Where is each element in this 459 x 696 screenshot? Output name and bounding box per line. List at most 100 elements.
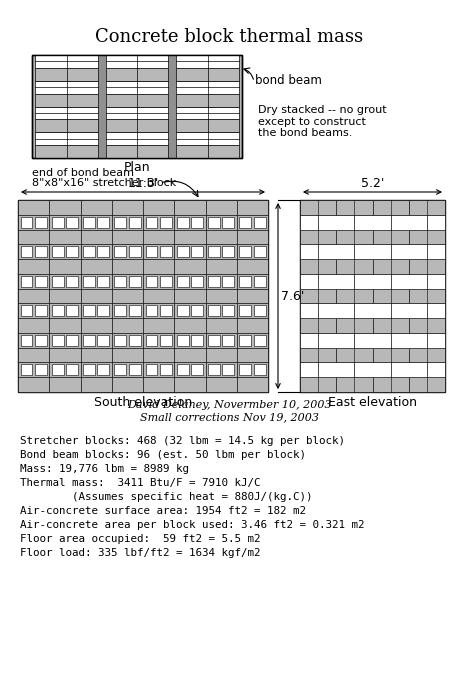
Bar [49, 289, 80, 303]
Bar [106, 55, 168, 68]
Bar [35, 216, 47, 228]
Bar [112, 303, 143, 318]
Bar [177, 335, 189, 346]
Bar [206, 200, 237, 215]
Bar [206, 333, 237, 348]
Bar [80, 377, 112, 392]
Bar [66, 246, 78, 258]
Bar [391, 363, 427, 377]
Bar [427, 303, 445, 318]
Bar [35, 335, 47, 346]
Bar [35, 364, 47, 375]
Bar [191, 305, 203, 317]
Bar [174, 363, 206, 377]
Bar [21, 246, 33, 258]
Bar [146, 335, 157, 346]
Bar [160, 216, 172, 228]
Bar [336, 318, 373, 333]
Bar [409, 230, 445, 244]
Bar [114, 364, 126, 375]
Text: Small corrections Nov 19, 2003: Small corrections Nov 19, 2003 [140, 412, 319, 422]
Bar [114, 305, 126, 317]
Bar [254, 305, 265, 317]
Bar [237, 244, 268, 259]
Bar [208, 364, 220, 375]
Bar [129, 246, 140, 258]
Bar [143, 318, 174, 333]
Bar [49, 303, 80, 318]
Bar [160, 335, 172, 346]
Bar [206, 377, 237, 392]
Bar [300, 318, 336, 333]
Bar [254, 364, 265, 375]
Bar [35, 120, 98, 132]
Bar [18, 377, 49, 392]
Bar [52, 246, 64, 258]
Bar [373, 348, 409, 363]
Bar [18, 200, 268, 392]
Bar [191, 276, 203, 287]
Bar [80, 274, 112, 289]
Bar [18, 230, 49, 244]
Bar [35, 106, 98, 120]
Bar [49, 230, 80, 244]
Text: 11:3': 11:3' [127, 177, 159, 190]
Text: Dry stacked -- no grout
except to construct
the bond beams.: Dry stacked -- no grout except to constr… [258, 105, 386, 139]
Bar [354, 244, 391, 259]
Bar [208, 246, 220, 258]
Bar [83, 335, 95, 346]
Bar [143, 377, 174, 392]
Bar [35, 55, 98, 68]
Text: David Delaney, Novermber 10, 2003: David Delaney, Novermber 10, 2003 [127, 400, 332, 410]
Bar [83, 216, 95, 228]
Bar [206, 318, 237, 333]
Text: Stretcher blocks: 468 (32 lbm = 14.5 kg per block): Stretcher blocks: 468 (32 lbm = 14.5 kg … [20, 436, 345, 446]
Bar [80, 230, 112, 244]
Bar [129, 335, 140, 346]
Bar [129, 364, 140, 375]
Bar [237, 259, 268, 274]
Bar [208, 216, 220, 228]
Bar [106, 106, 168, 120]
Bar [206, 348, 237, 363]
Bar [83, 276, 95, 287]
Bar [112, 348, 143, 363]
Bar [239, 246, 251, 258]
Bar [174, 230, 206, 244]
Bar [97, 364, 109, 375]
Bar [146, 364, 157, 375]
Bar [21, 276, 33, 287]
Bar [222, 246, 234, 258]
Bar [21, 364, 33, 375]
Text: bond beam: bond beam [255, 74, 322, 86]
Bar [35, 305, 47, 317]
Text: Air-concrete surface area: 1954 ft2 = 182 m2: Air-concrete surface area: 1954 ft2 = 18… [20, 506, 306, 516]
Bar [176, 145, 239, 158]
Bar [143, 215, 174, 230]
Bar [143, 348, 174, 363]
Bar [66, 216, 78, 228]
Bar [112, 200, 143, 215]
Bar [409, 377, 445, 392]
Bar [18, 303, 49, 318]
Text: Air-concrete area per block used: 3.46 ft2 = 0.321 m2: Air-concrete area per block used: 3.46 f… [20, 520, 364, 530]
Bar [21, 335, 33, 346]
Bar [18, 244, 49, 259]
Text: South elevation: South elevation [94, 396, 192, 409]
Bar [143, 230, 174, 244]
Bar [176, 68, 239, 81]
Bar [237, 333, 268, 348]
Bar [409, 200, 445, 215]
Bar [80, 289, 112, 303]
Bar [80, 244, 112, 259]
Bar [66, 364, 78, 375]
Bar [318, 303, 354, 318]
Bar [49, 244, 80, 259]
Bar [318, 274, 354, 289]
Bar [300, 274, 318, 289]
Bar [174, 215, 206, 230]
Bar [98, 55, 106, 158]
Bar [143, 289, 174, 303]
Bar [336, 289, 373, 303]
Bar [176, 94, 239, 106]
